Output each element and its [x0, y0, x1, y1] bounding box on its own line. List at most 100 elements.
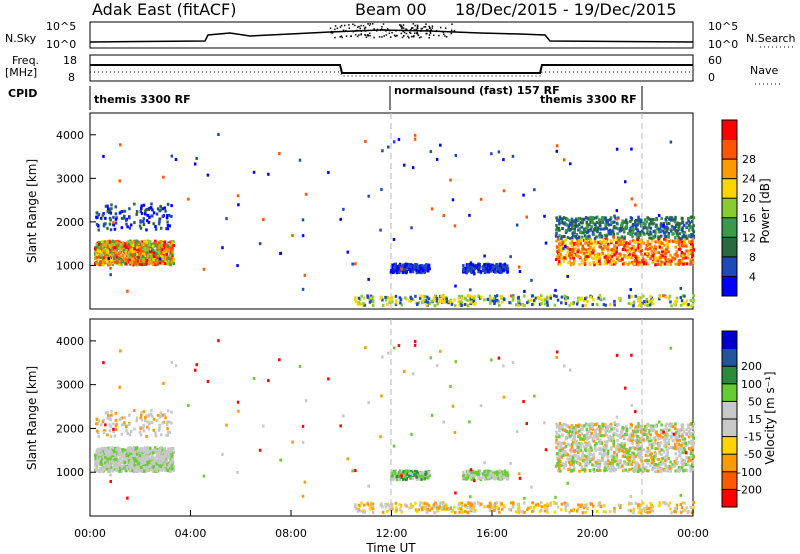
power-cell — [639, 231, 642, 235]
power-cell — [418, 296, 422, 300]
velocity-cell — [102, 418, 105, 422]
power-cell — [512, 295, 515, 299]
power-cell — [592, 261, 595, 265]
power-cell — [404, 270, 408, 274]
velocity-cell — [157, 428, 161, 432]
power-cell — [114, 253, 118, 257]
power-cell — [617, 256, 621, 260]
velocity-cell — [462, 470, 465, 474]
power-cell — [576, 300, 580, 304]
power-cell — [137, 255, 140, 259]
power-cell — [602, 303, 606, 307]
nsearch-dot — [444, 35, 446, 37]
power-cell — [416, 302, 419, 306]
power-cell — [639, 296, 643, 300]
power-cell — [627, 262, 630, 266]
power-cell — [633, 262, 636, 266]
power-cell — [635, 234, 639, 238]
power-cell — [607, 252, 610, 256]
power-cell — [110, 207, 113, 211]
velocity-cell — [149, 462, 153, 466]
power-cell — [117, 256, 121, 260]
power-cell — [388, 301, 391, 305]
power-cell — [600, 235, 604, 239]
velocity-cell — [101, 466, 105, 470]
power-cell — [106, 249, 110, 253]
velocity-cell — [145, 435, 148, 439]
power-cell — [503, 262, 507, 266]
power-cell — [134, 240, 138, 244]
power-cell — [129, 223, 133, 227]
power-cell — [621, 227, 625, 231]
velocity-cell — [141, 449, 144, 453]
velocity-cell — [166, 461, 170, 465]
power-cell — [127, 239, 130, 243]
power-cell — [108, 261, 112, 265]
nsearch-dot — [400, 32, 403, 35]
power-cell — [652, 221, 656, 225]
power-cell — [150, 202, 153, 206]
power-cell — [649, 232, 653, 236]
power-cell — [127, 242, 131, 246]
power-cell — [107, 257, 111, 261]
freq-label-1: Freq. — [12, 54, 39, 67]
cpid-label: CPID — [8, 87, 37, 100]
power-cell — [354, 262, 357, 266]
power-cell — [566, 236, 570, 240]
power-cell — [303, 273, 307, 277]
velocity-cell — [627, 454, 630, 458]
power-cell — [631, 239, 635, 243]
power-cell — [640, 304, 643, 308]
velocity-cell — [411, 473, 415, 477]
power-cell — [623, 244, 626, 248]
velocity-cell — [466, 470, 470, 474]
power-cell — [645, 262, 649, 266]
power-cell — [594, 257, 598, 261]
power-cell — [106, 226, 109, 230]
power-cell — [598, 235, 602, 239]
velocity-cell — [499, 475, 502, 479]
power-cell — [136, 262, 140, 266]
power-cell — [144, 212, 147, 216]
velocity-cell — [115, 422, 118, 426]
power-cell — [669, 253, 672, 257]
power-cell — [157, 254, 160, 258]
power-cell — [143, 242, 146, 246]
velocity-cell — [393, 474, 396, 478]
power-cell — [657, 230, 661, 234]
power-cell — [364, 139, 367, 143]
power-cell — [102, 222, 106, 226]
power-cell — [421, 269, 425, 273]
power-cell — [678, 222, 681, 226]
power-cell — [587, 255, 591, 259]
velocity-cell — [146, 460, 150, 464]
nsearch-dot — [443, 33, 445, 35]
power-cell — [555, 224, 558, 228]
power-cell — [656, 235, 660, 239]
nsearch-dot — [381, 36, 383, 38]
power-cell — [595, 220, 599, 224]
power-cell — [157, 246, 161, 250]
power-cell — [108, 222, 112, 226]
power-cell — [449, 178, 452, 182]
velocity-cell — [612, 444, 616, 448]
power-cell — [356, 302, 360, 306]
nsearch-dot — [420, 30, 422, 32]
power-cell — [564, 229, 568, 233]
power-cell — [666, 258, 669, 262]
power-cell — [598, 239, 602, 243]
velocity-cell — [667, 438, 671, 442]
nsearch-dot — [420, 36, 422, 38]
power-cell — [105, 241, 109, 245]
power-cell — [667, 232, 671, 236]
power-cell — [610, 229, 614, 233]
power-cell — [555, 144, 559, 148]
power-cell — [672, 226, 676, 230]
power-cell — [117, 243, 120, 247]
power-cell — [672, 227, 675, 231]
velocity-cell — [654, 435, 657, 439]
power-cell — [391, 298, 394, 302]
power-cell — [668, 258, 671, 262]
velocity-cell — [154, 446, 157, 450]
velocity-cell — [417, 473, 420, 477]
